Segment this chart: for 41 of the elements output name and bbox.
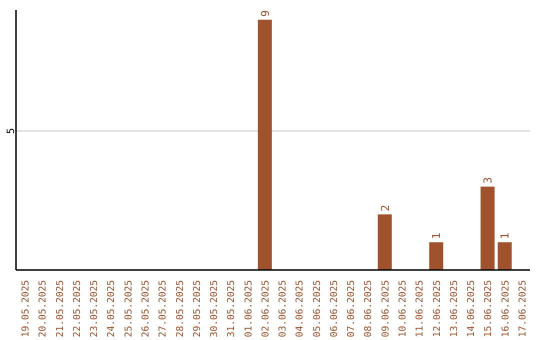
bar bbox=[378, 214, 392, 270]
data-label: 3 bbox=[482, 176, 495, 184]
x-tick-label: 06.06.2025 bbox=[328, 280, 340, 338]
x-tick-label: 17.06.2025 bbox=[517, 280, 528, 338]
data-label: 2 bbox=[378, 204, 392, 212]
data-label: 1 bbox=[430, 232, 444, 240]
x-tick-label: 10.06.2025 bbox=[398, 280, 408, 338]
x-tick-label: 14.06.2025 bbox=[466, 280, 478, 338]
x-tick-label: 07.06.2025 bbox=[346, 280, 358, 338]
x-tick-label: 02.06.2025 bbox=[260, 280, 272, 338]
x-tick-label: 03.06.2025 bbox=[278, 280, 289, 338]
x-tick-label: 20.05.2025 bbox=[38, 280, 49, 338]
x-tick-label: 30.05.2025 bbox=[209, 280, 220, 338]
x-tick-label: 04.06.2025 bbox=[294, 280, 306, 338]
x-tick-label: 16.06.2025 bbox=[500, 280, 512, 338]
x-tick-label: 28.05.2025 bbox=[174, 280, 186, 338]
data-label: 9 bbox=[258, 10, 272, 17]
x-tick-label: 01.06.2025 bbox=[243, 280, 254, 338]
data-label: 1 bbox=[498, 232, 512, 240]
bar bbox=[480, 186, 495, 270]
x-tick-label: 08.06.2025 bbox=[363, 280, 374, 338]
x-tick-label: 09.06.2025 bbox=[380, 280, 392, 338]
x-tick-label: 29.05.2025 bbox=[192, 280, 203, 338]
x-tick-label: 23.05.2025 bbox=[89, 280, 100, 338]
x-tick-label: 15.06.2025 bbox=[483, 280, 494, 338]
x-tick-label: 22.05.2025 bbox=[72, 280, 83, 338]
bar bbox=[258, 20, 272, 270]
x-tick-label: 13.06.2025 bbox=[448, 280, 460, 338]
x-tick-label: 05.06.2025 bbox=[312, 280, 323, 338]
x-tick-label: 12.06.2025 bbox=[432, 280, 443, 338]
bar bbox=[429, 242, 444, 270]
x-tick-label: 27.05.2025 bbox=[158, 280, 169, 338]
x-tick-label: 21.05.2025 bbox=[54, 280, 66, 338]
x-tick-label: 11.06.2025 bbox=[414, 280, 426, 338]
x-tick-label: 26.05.2025 bbox=[140, 280, 152, 338]
x-tick-label: 19.05.2025 bbox=[20, 280, 32, 338]
x-tick-label: 25.05.2025 bbox=[123, 280, 134, 338]
bar bbox=[498, 242, 512, 270]
y-tick-label: 5 bbox=[6, 128, 17, 134]
x-tick-label: 31.05.2025 bbox=[226, 280, 238, 338]
x-tick-label: 24.05.2025 bbox=[106, 280, 118, 338]
